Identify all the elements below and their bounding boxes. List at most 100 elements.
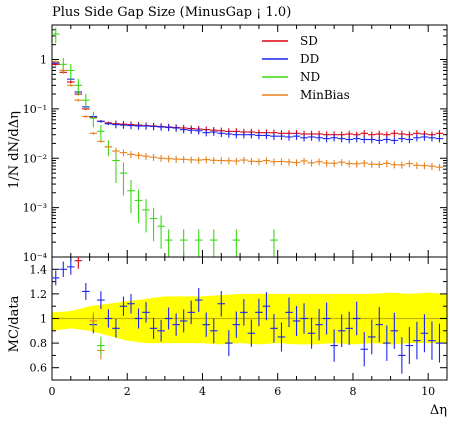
data-point-dd	[315, 134, 323, 142]
ratio-point-dd	[179, 309, 188, 333]
data-point-dd	[330, 134, 338, 142]
data-point-nd	[232, 229, 241, 257]
data-point-minbias	[179, 156, 188, 164]
ratio-point-dd	[337, 314, 346, 348]
data-point-minbias	[74, 98, 83, 102]
data-point-dd	[398, 135, 406, 143]
y-tick-label: 10⁻²	[23, 152, 47, 165]
ratio-point-dd	[149, 317, 158, 339]
ratio-point-nd	[97, 336, 105, 355]
data-point-dd	[292, 132, 301, 140]
data-point-minbias	[390, 161, 399, 169]
ratio-point-dd	[52, 270, 60, 286]
data-point-nd	[127, 179, 135, 214]
x-tick-label: 8	[349, 385, 356, 398]
y-axis-title: 1/N dN/dΔη	[7, 111, 22, 189]
series-sd	[52, 63, 444, 139]
data-point-dd	[247, 131, 256, 139]
ratio-point-dd	[67, 258, 75, 275]
data-point-minbias	[127, 151, 135, 159]
data-point-minbias	[164, 155, 173, 163]
data-point-dd	[157, 123, 165, 131]
data-point-nd	[52, 27, 60, 44]
data-point-minbias	[142, 153, 150, 160]
data-point-dd	[225, 130, 233, 138]
data-point-minbias	[240, 156, 248, 164]
data-point-nd	[112, 149, 120, 184]
data-point-nd	[67, 64, 75, 80]
data-point-minbias	[202, 156, 210, 164]
data-point-nd	[210, 229, 218, 257]
data-point-sd	[390, 130, 399, 138]
ratio-point-dd	[352, 301, 361, 336]
data-point-nd	[179, 229, 188, 257]
ratio-panel: 0 2 4 6 8 10 0.6 0.8 1 1.2 1.4	[30, 256, 448, 398]
ratio-point-dd	[157, 320, 165, 342]
data-point-dd	[270, 132, 278, 140]
series-nd	[52, 27, 278, 257]
x-axis-title: Δη	[430, 403, 447, 418]
ratio-point-dd	[232, 311, 241, 338]
ratio-point-dd	[360, 332, 368, 367]
data-point-dd	[127, 122, 135, 130]
ratio-point-dd	[119, 296, 128, 316]
data-point-dd	[194, 127, 203, 135]
data-point-minbias	[300, 157, 308, 165]
ratio-series-nd	[97, 336, 105, 355]
ratio-series-dd	[52, 258, 444, 374]
data-point-dd	[104, 122, 113, 126]
data-point-minbias	[82, 115, 90, 118]
ratio-tick-label: 0.6	[30, 362, 48, 375]
x-tick-label: 4	[199, 385, 206, 398]
data-point-dd	[413, 134, 421, 142]
data-point-dd	[240, 131, 248, 139]
ratio-tick-label: 1.2	[30, 288, 48, 301]
data-point-nd	[194, 229, 203, 257]
data-point-minbias	[172, 155, 180, 163]
ratio-point-dd	[210, 318, 218, 344]
data-point-nd	[149, 207, 158, 242]
data-point-dd	[428, 134, 436, 142]
ratio-point-dd	[383, 325, 391, 361]
ratio-axis-title: MC/data	[7, 295, 22, 352]
ratio-point-dd	[194, 288, 203, 312]
data-point-minbias	[360, 159, 368, 167]
ratio-point-dd	[202, 312, 210, 337]
data-point-nd	[89, 111, 98, 128]
legend-label-dd: DD	[300, 52, 319, 66]
data-point-sd	[67, 80, 75, 84]
data-point-minbias	[187, 156, 195, 164]
ratio-point-dd	[270, 314, 278, 343]
plot-title: Plus Side Gap Size (MinusGap ¡ 1.0)	[52, 5, 291, 20]
data-point-minbias	[405, 160, 414, 168]
ratio-point-dd	[345, 311, 353, 345]
ratio-point-dd	[307, 317, 316, 349]
y-tick-label: 10⁻⁴	[23, 251, 48, 264]
main-panel: 10⁻⁴ 10⁻³ 10⁻² 10⁻¹ 1	[23, 24, 448, 264]
data-point-minbias	[428, 163, 436, 170]
y-tick-label: 1	[40, 54, 47, 67]
data-point-minbias	[307, 159, 316, 167]
ratio-point-dd	[225, 330, 233, 356]
ratio-point-dd	[428, 321, 436, 360]
data-point-minbias	[210, 157, 218, 165]
ratio-point-dd	[375, 307, 384, 343]
data-point-minbias	[112, 147, 120, 155]
data-point-minbias	[285, 158, 293, 166]
ratio-point-dd	[368, 319, 376, 355]
legend: SD DD ND MinBias	[262, 34, 350, 102]
data-point-minbias	[97, 140, 105, 143]
data-point-dd	[172, 124, 180, 132]
ratio-point-dd	[104, 309, 113, 328]
ratio-point-dd	[285, 297, 293, 328]
ratio-point-dd	[127, 293, 135, 314]
data-point-sd	[360, 130, 368, 138]
ratio-tick-label: 1.4	[30, 263, 48, 276]
main-frame	[51, 24, 448, 258]
ratio-point-dd	[315, 308, 323, 341]
data-point-dd	[307, 133, 316, 141]
ratio-tick-label: 1	[40, 313, 47, 326]
data-point-minbias	[292, 159, 301, 167]
data-point-dd	[187, 127, 195, 134]
